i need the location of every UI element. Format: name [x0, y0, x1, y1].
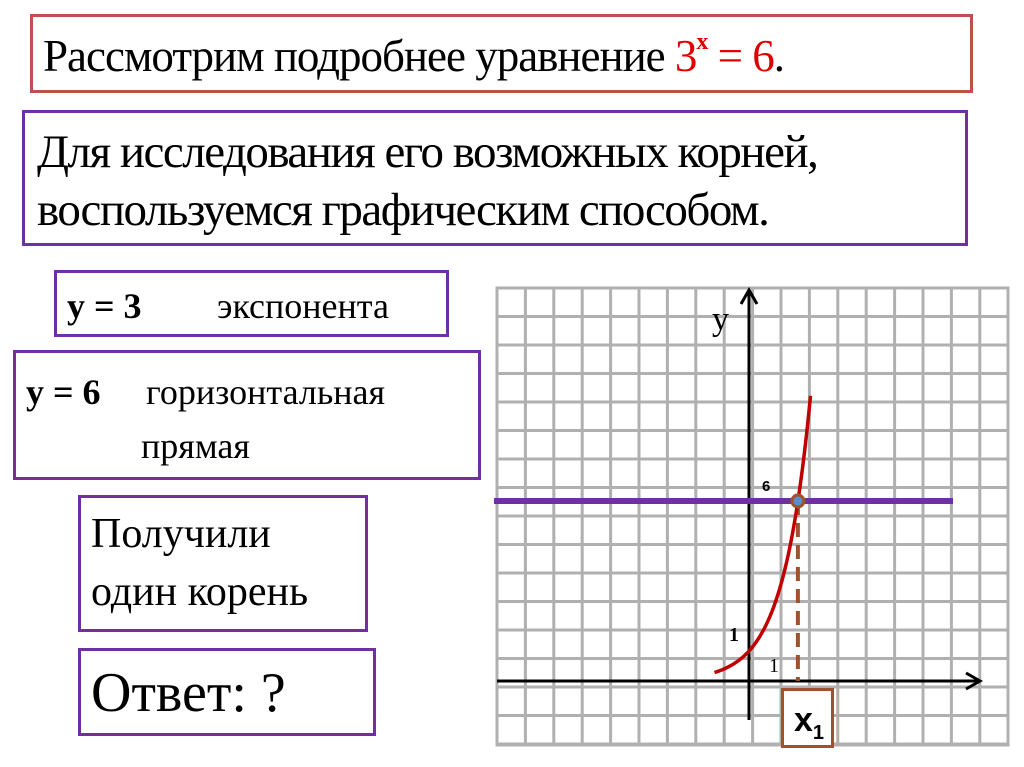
line-label-2: прямая [141, 426, 250, 466]
exponent-formula: y = 3 [67, 286, 142, 326]
tick-label-y1: 1 [729, 624, 739, 646]
result-line-2: один корень [91, 569, 309, 615]
x-axis-arrow [965, 671, 984, 691]
intro-box: Для исследования его возможных корней, в… [22, 110, 968, 246]
intro-line-1: Для исследования его возможных корней, [37, 126, 819, 178]
plots [494, 395, 953, 681]
y-axis-label: y [712, 301, 729, 338]
root-label-box: x1 [781, 688, 834, 748]
intro-line-2: воспользуемся графическим способом. [37, 184, 770, 236]
equation: 3x = 6 [674, 29, 775, 81]
intersection-point [790, 493, 806, 509]
root-label: x1 [794, 701, 825, 744]
answer-box: Ответ: ? [78, 648, 376, 736]
exponent-box: y = 3 экспонента [54, 270, 449, 337]
answer-text: Ответ: ? [91, 662, 286, 724]
tick-label-x1: 1 [769, 655, 779, 677]
exponent-label: экспонента [217, 286, 389, 326]
title-box: Рассмотрим подробнее уравнение 3x = 6. [30, 14, 973, 93]
line-formula: y = 6 [26, 372, 101, 412]
y-axis-arrow [739, 286, 759, 305]
grid [495, 286, 1010, 747]
line-label-1: горизонтальная [146, 372, 386, 412]
result-line-1: Получили [91, 511, 271, 557]
exponential-curve [713, 395, 813, 675]
result-box: Получили один корень [78, 495, 368, 632]
tick-label-6: 6 [762, 478, 770, 495]
title-text: Рассмотрим подробнее уравнение 3x = 6. [43, 29, 785, 81]
horizontal-line-box: y = 6 горизонтальная прямая [13, 350, 481, 480]
